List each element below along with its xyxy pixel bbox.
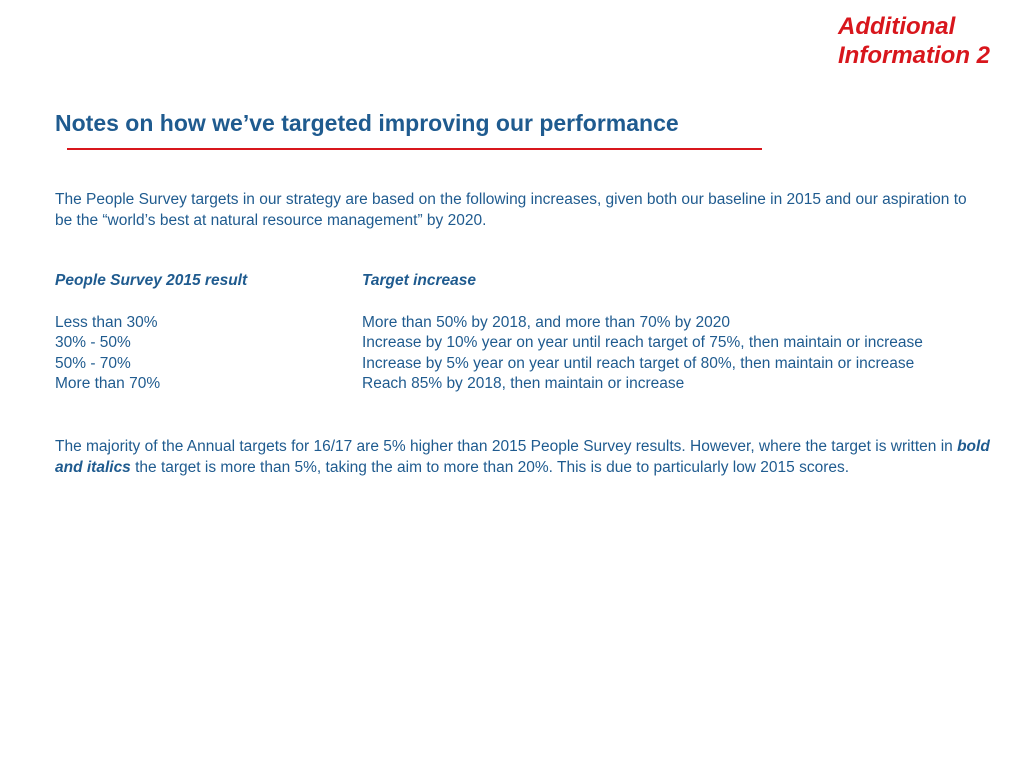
target-increase-cell: Increase by 5% year on year until reach …	[362, 354, 915, 372]
table-row: 30% - 50% Increase by 10% year on year u…	[55, 333, 995, 354]
survey-result-cell: More than 70%	[55, 375, 161, 392]
header-target-increase: Target increase	[362, 272, 477, 289]
intro-paragraph: The People Survey targets in our strateg…	[55, 191, 967, 229]
target-increase-cell: More than 50% by 2018, and more than 70%…	[362, 313, 730, 331]
survey-result-cell: Less than 30%	[55, 313, 158, 331]
survey-result-cell: 30% - 50%	[55, 334, 131, 351]
additional-information-line-2: Information 2	[838, 42, 991, 69]
table-row: 50% - 70% Increase by 5% year on year un…	[55, 354, 995, 375]
target-increase-cell: Increase by 10% year on year until reach…	[362, 334, 923, 351]
targets-header-row: People Survey 2015 result Target increas…	[55, 271, 995, 292]
survey-result-cell: 50% - 70%	[55, 354, 131, 372]
bold-italics-phrase: bold and italics	[55, 438, 990, 476]
page-title: Notes on how we’ve targeted improving ou…	[55, 110, 679, 136]
targets-table: People Survey 2015 result Target increas…	[55, 271, 995, 395]
additional-information-line-1: Additional	[838, 13, 956, 40]
closing-paragraph: The majority of the Annual targets for 1…	[55, 436, 990, 478]
closing-text-end: the target is more than 5%, taking the a…	[130, 459, 850, 476]
table-row: Less than 30% More than 50% by 2018, and…	[55, 313, 995, 334]
header-survey-result: People Survey 2015 result	[55, 272, 248, 289]
target-increase-cell: Reach 85% by 2018, then maintain or incr…	[362, 375, 685, 392]
title-underline	[67, 148, 762, 150]
closing-text-start: The majority of the Annual targets for 1…	[55, 438, 958, 455]
additional-information-label: Additional Information 2	[838, 12, 1018, 70]
table-row: More than 70% Reach 85% by 2018, then ma…	[55, 374, 995, 395]
